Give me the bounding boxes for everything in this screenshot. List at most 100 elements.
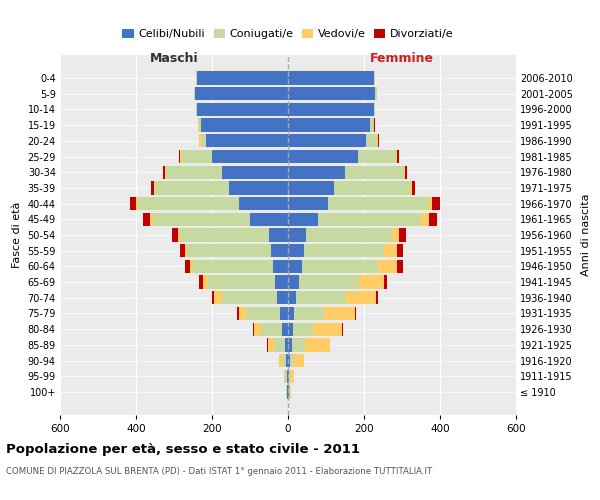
Bar bbox=[400, 228, 406, 241]
Bar bbox=[287, 386, 288, 398]
Bar bbox=[334, 181, 410, 194]
Text: Maschi: Maschi bbox=[149, 52, 199, 66]
Bar bbox=[274, 338, 285, 351]
Bar bbox=[392, 228, 400, 241]
Bar bbox=[288, 276, 299, 289]
Bar bbox=[268, 338, 274, 351]
Bar bbox=[288, 134, 366, 147]
Bar bbox=[405, 166, 407, 179]
Bar bbox=[196, 103, 197, 116]
Bar bbox=[428, 212, 437, 226]
Bar bbox=[195, 87, 288, 101]
Bar bbox=[273, 260, 288, 273]
Bar bbox=[288, 197, 328, 210]
Bar bbox=[286, 354, 288, 367]
Bar bbox=[283, 354, 286, 367]
Bar bbox=[376, 291, 378, 304]
Bar bbox=[250, 212, 288, 226]
Bar bbox=[379, 260, 397, 273]
Y-axis label: Anni di nascita: Anni di nascita bbox=[581, 194, 592, 276]
Bar bbox=[288, 118, 370, 132]
Legend: Celibi/Nubili, Coniugati/e, Vedovi/e, Divorziati/e: Celibi/Nubili, Coniugati/e, Vedovi/e, Di… bbox=[118, 24, 458, 44]
Bar bbox=[271, 244, 288, 258]
Bar bbox=[306, 228, 392, 241]
Bar bbox=[285, 338, 288, 351]
Bar bbox=[193, 260, 273, 273]
Bar bbox=[288, 307, 294, 320]
Bar bbox=[199, 118, 200, 132]
Bar bbox=[130, 197, 136, 210]
Bar bbox=[179, 150, 181, 163]
Bar bbox=[345, 166, 404, 179]
Bar bbox=[151, 181, 154, 194]
Bar bbox=[238, 307, 239, 320]
Bar bbox=[163, 166, 165, 179]
Bar bbox=[288, 103, 373, 116]
Bar bbox=[150, 212, 153, 226]
Bar bbox=[198, 118, 199, 132]
Bar bbox=[384, 244, 397, 258]
Bar bbox=[136, 197, 138, 210]
Bar bbox=[328, 197, 428, 210]
Bar bbox=[293, 322, 313, 336]
Bar bbox=[221, 166, 288, 179]
Bar bbox=[376, 87, 377, 101]
Bar bbox=[377, 134, 379, 147]
Bar bbox=[397, 244, 403, 258]
Bar bbox=[185, 244, 187, 258]
Bar bbox=[197, 72, 288, 85]
Bar bbox=[178, 228, 180, 241]
Bar bbox=[358, 150, 397, 163]
Bar bbox=[302, 260, 379, 273]
Bar bbox=[288, 370, 289, 383]
Bar bbox=[287, 370, 288, 383]
Bar bbox=[246, 307, 280, 320]
Bar bbox=[288, 72, 373, 85]
Text: Femmine: Femmine bbox=[370, 52, 434, 66]
Bar bbox=[284, 370, 286, 383]
Bar bbox=[181, 244, 185, 258]
Bar bbox=[200, 134, 206, 147]
Bar bbox=[290, 370, 294, 383]
Bar bbox=[404, 166, 405, 179]
Bar bbox=[288, 212, 319, 226]
Text: COMUNE DI PIAZZOLA SUL BRENTA (PD) - Dati ISTAT 1° gennaio 2011 - Elaborazione T: COMUNE DI PIAZZOLA SUL BRENTA (PD) - Dat… bbox=[6, 468, 432, 476]
Bar bbox=[288, 150, 358, 163]
Bar bbox=[319, 212, 421, 226]
Bar bbox=[288, 322, 293, 336]
Bar bbox=[165, 166, 166, 179]
Bar bbox=[181, 150, 182, 163]
Bar bbox=[373, 118, 374, 132]
Bar bbox=[299, 276, 359, 289]
Bar bbox=[397, 150, 398, 163]
Bar bbox=[153, 212, 250, 226]
Bar bbox=[154, 181, 155, 194]
Bar bbox=[288, 181, 334, 194]
Bar bbox=[197, 103, 288, 116]
Bar bbox=[254, 322, 262, 336]
Bar bbox=[370, 118, 373, 132]
Bar bbox=[289, 386, 290, 398]
Bar bbox=[292, 338, 305, 351]
Bar bbox=[283, 322, 288, 336]
Bar bbox=[289, 370, 290, 383]
Bar bbox=[185, 260, 190, 273]
Bar bbox=[305, 338, 330, 351]
Bar bbox=[410, 181, 412, 194]
Bar bbox=[304, 244, 384, 258]
Bar bbox=[288, 87, 376, 101]
Bar bbox=[280, 307, 288, 320]
Bar bbox=[239, 307, 246, 320]
Bar bbox=[199, 134, 200, 147]
Y-axis label: Fasce di età: Fasce di età bbox=[12, 202, 22, 268]
Bar bbox=[262, 322, 283, 336]
Bar bbox=[229, 181, 288, 194]
Bar bbox=[214, 291, 221, 304]
Bar bbox=[288, 338, 292, 351]
Bar bbox=[384, 276, 387, 289]
Bar bbox=[206, 134, 288, 147]
Bar bbox=[269, 228, 288, 241]
Bar bbox=[288, 244, 304, 258]
Bar bbox=[172, 228, 178, 241]
Bar bbox=[397, 260, 403, 273]
